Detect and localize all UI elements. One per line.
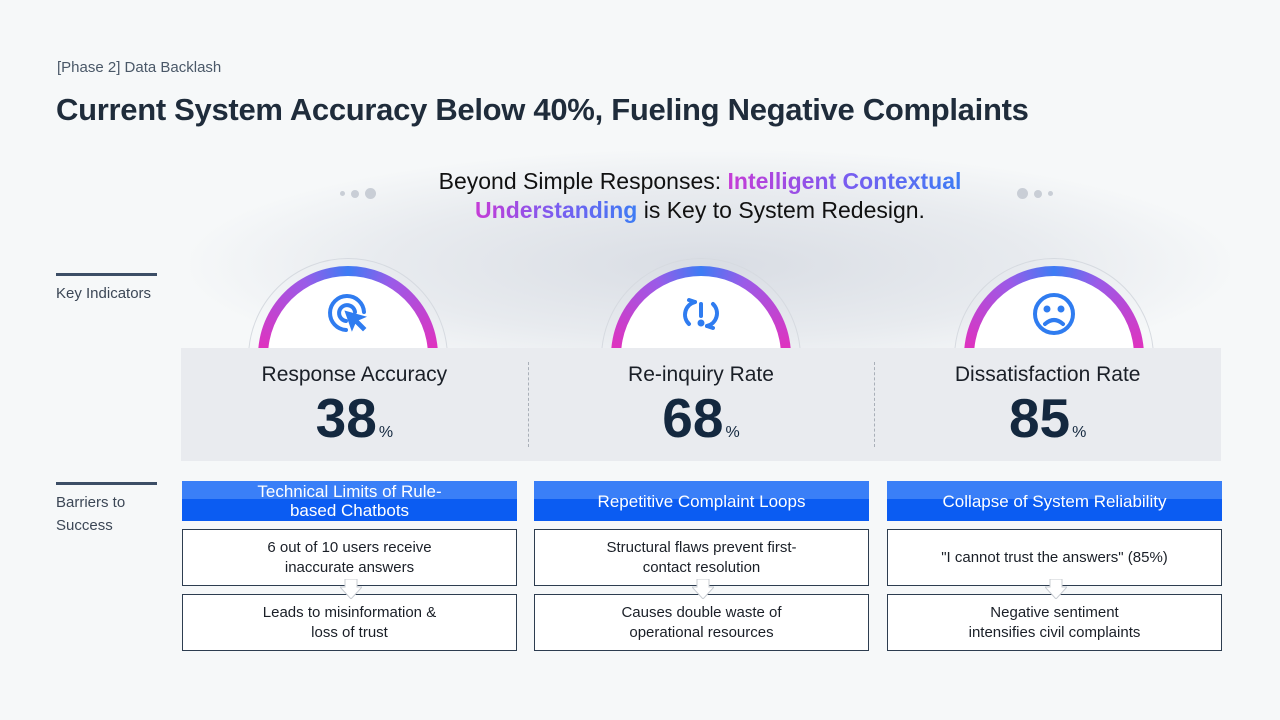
barrier-effect: Negative sentiment intensifies civil com… <box>887 594 1222 651</box>
metric-value: 68% <box>662 387 740 449</box>
barrier-effect: Leads to misinformation & loss of trust <box>182 594 517 651</box>
metric-label: Re-inquiry Rate <box>628 363 774 386</box>
barrier-cause: Structural flaws prevent first-contact r… <box>534 529 869 599</box>
decor-dots-right <box>1017 188 1053 199</box>
metric-value: 85% <box>1008 387 1087 449</box>
gauge-reinquiry-rate <box>601 258 801 348</box>
down-arrow-icon <box>692 579 714 599</box>
barrier-effect: Causes double waste of operational resou… <box>534 594 869 651</box>
subtitle: Beyond Simple Responses: Intelligent Con… <box>438 168 962 223</box>
barrier-header: Collapse of System Reliability <box>887 481 1222 521</box>
barriers-label: Barriers to Success <box>56 482 157 537</box>
key-indicators-label: Key Indicators <box>56 273 157 305</box>
down-arrow-icon <box>1045 579 1067 599</box>
barrier-cause: "I cannot trust the answers" (85%) <box>887 529 1222 599</box>
gauge-dissatisfaction-rate <box>954 258 1154 348</box>
metric-reinquiry-rate: Re-inquiry Rate 68% <box>527 348 875 461</box>
section-kicker: [Phase 2] Data Backlash <box>57 59 222 76</box>
sad-face-icon <box>1033 293 1075 335</box>
key-indicators-panel: Response Accuracy 38% Re-inquiry Rate 68% … <box>181 348 1221 461</box>
metric-dissatisfaction-rate: Dissatisfaction Rate 85% <box>874 348 1221 461</box>
down-arrow-icon <box>340 579 362 599</box>
barrier-column: Collapse of System Reliability "I cannot… <box>887 481 1222 651</box>
barrier-cause: 6 out of 10 users receive inaccurate ans… <box>182 529 517 599</box>
metric-value: 38% <box>315 387 394 449</box>
metric-response-accuracy: Response Accuracy 38% <box>181 348 528 461</box>
page-title: Current System Accuracy Below 40%, Fueli… <box>56 92 1029 127</box>
cursor-click-icon <box>328 294 368 332</box>
barrier-header: Technical Limits of Rule-based Chatbots <box>182 481 517 521</box>
barrier-header: Repetitive Complaint Loops <box>534 481 869 521</box>
barrier-column: Repetitive Complaint Loops Structural fl… <box>534 481 869 651</box>
gauge-response-accuracy <box>248 258 448 348</box>
metric-label: Response Accuracy <box>261 363 448 386</box>
refresh-alert-icon <box>683 298 719 330</box>
barrier-column: Technical Limits of Rule-based Chatbots … <box>182 481 517 651</box>
metric-label: Dissatisfaction Rate <box>954 363 1141 386</box>
decor-dots-left <box>340 188 376 199</box>
